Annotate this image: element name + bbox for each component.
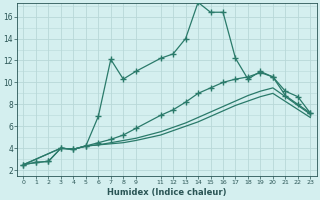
X-axis label: Humidex (Indice chaleur): Humidex (Indice chaleur) [107, 188, 227, 197]
